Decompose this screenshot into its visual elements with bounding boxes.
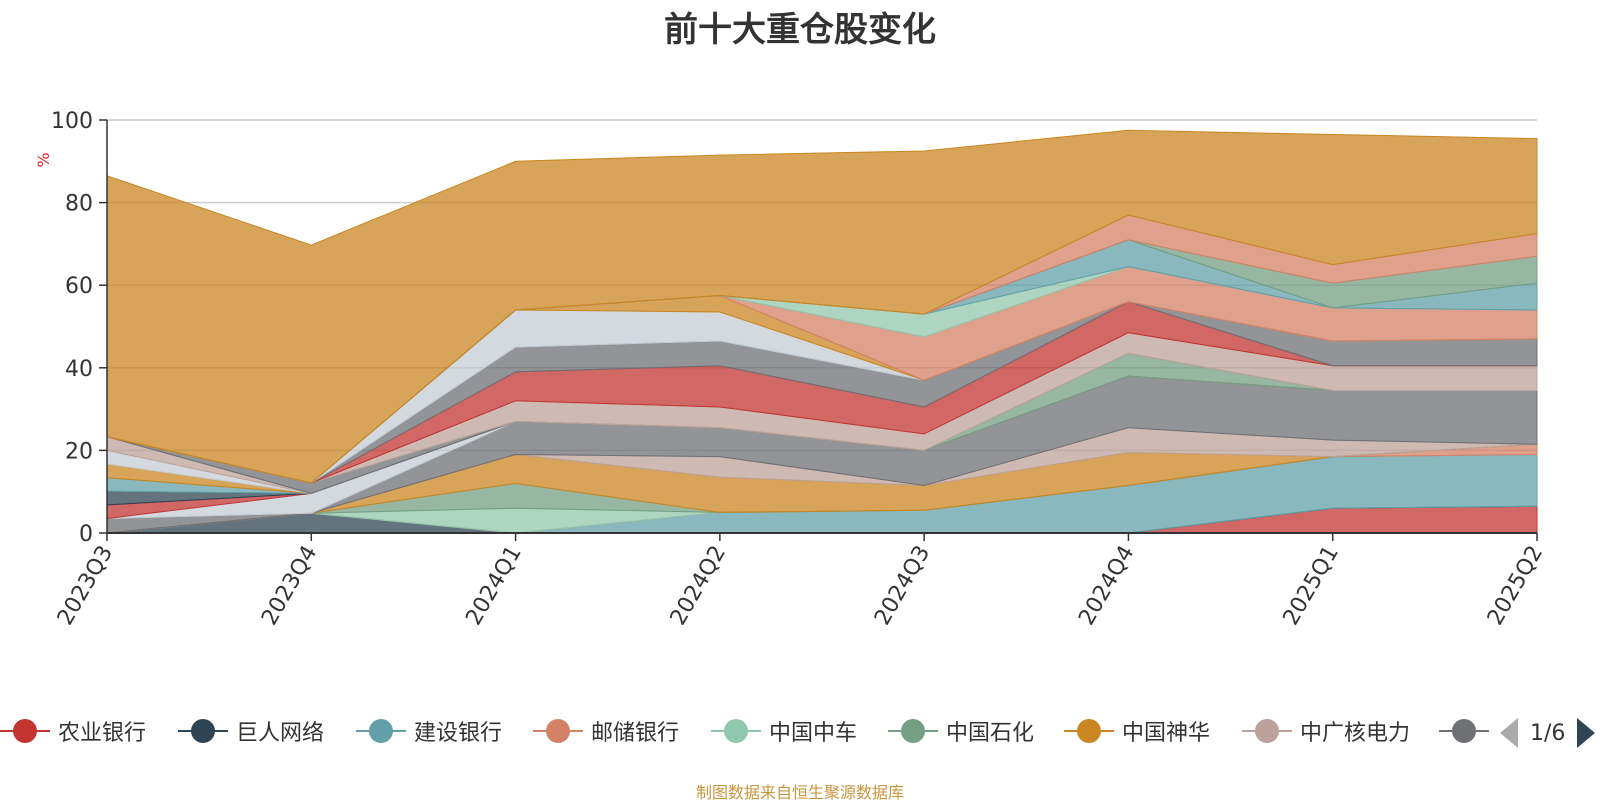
x-tick-label: 2024Q3: [870, 542, 935, 630]
data-source-footnote: 制图数据来自恒生聚源数据库: [695, 783, 904, 802]
legend-marker-icon: [0, 714, 50, 748]
legend-marker-icon: [178, 714, 228, 748]
legend-pager: 1/6: [1500, 718, 1596, 748]
legend-item[interactable]: 邮储银行: [533, 714, 679, 748]
legend-marker-icon: [888, 714, 938, 748]
legend-item[interactable]: 中国石化: [888, 714, 1034, 748]
legend-label: 建设银行: [414, 721, 503, 746]
y-tick-label: 100: [51, 109, 93, 134]
legend-prev-page-icon[interactable]: [1500, 718, 1518, 748]
legend-marker-icon: [356, 714, 406, 748]
y-tick-label: 0: [79, 522, 93, 547]
legend-label: 中国石化: [946, 721, 1035, 746]
legend-marker-icon: [1064, 714, 1114, 748]
legend-item[interactable]: 中国神华: [1064, 714, 1210, 748]
legend-label: 中广核电力: [1300, 721, 1411, 746]
legend-item[interactable]: [1439, 714, 1489, 748]
y-tick-label: 60: [65, 274, 93, 299]
legend-label: 中国中车: [769, 721, 858, 746]
y-axis-unit-label: %: [34, 152, 53, 167]
legend-label: 农业银行: [58, 721, 147, 746]
legend-item[interactable]: 巨人网络: [178, 714, 324, 748]
legend-label: 巨人网络: [236, 721, 325, 746]
stacked-areas: [106, 129, 1538, 534]
legend-label: 中国神华: [1122, 721, 1211, 746]
legend-next-page-icon[interactable]: [1577, 718, 1596, 748]
chart-title: 前十大重仓股变化: [664, 10, 936, 50]
legend: 农业银行 巨人网络 建设银行 邮储银行 中国中车 中国石化 中国神华 中广核电力: [0, 714, 1600, 754]
x-tick-label: 2024Q1: [461, 542, 526, 630]
x-tick-label: 2023Q3: [53, 542, 118, 630]
y-tick-label: 20: [65, 439, 93, 464]
legend-item[interactable]: 农业银行: [0, 714, 146, 748]
x-tick-label: 2025Q2: [1483, 542, 1548, 630]
legend-item[interactable]: 中广核电力: [1242, 714, 1410, 748]
legend-marker-icon: [1242, 714, 1292, 748]
x-tick-label: 2025Q1: [1279, 542, 1344, 630]
y-tick-label: 40: [65, 357, 93, 382]
x-tick-label: 2023Q4: [257, 542, 322, 630]
x-tick-label: 2024Q4: [1074, 542, 1139, 630]
legend-marker-icon: [711, 714, 761, 748]
x-tick-label: 2024Q2: [666, 542, 731, 630]
legend-label: 邮储银行: [591, 721, 680, 746]
legend-marker-icon: [533, 714, 583, 748]
area-series-28[interactable]: [106, 129, 1538, 484]
legend-marker-icon: [1439, 714, 1489, 748]
legend-item[interactable]: 建设银行: [356, 714, 502, 748]
legend-item[interactable]: 中国中车: [711, 714, 857, 748]
legend-page-indicator: 1/6: [1530, 720, 1566, 746]
y-tick-label: 80: [65, 192, 93, 217]
